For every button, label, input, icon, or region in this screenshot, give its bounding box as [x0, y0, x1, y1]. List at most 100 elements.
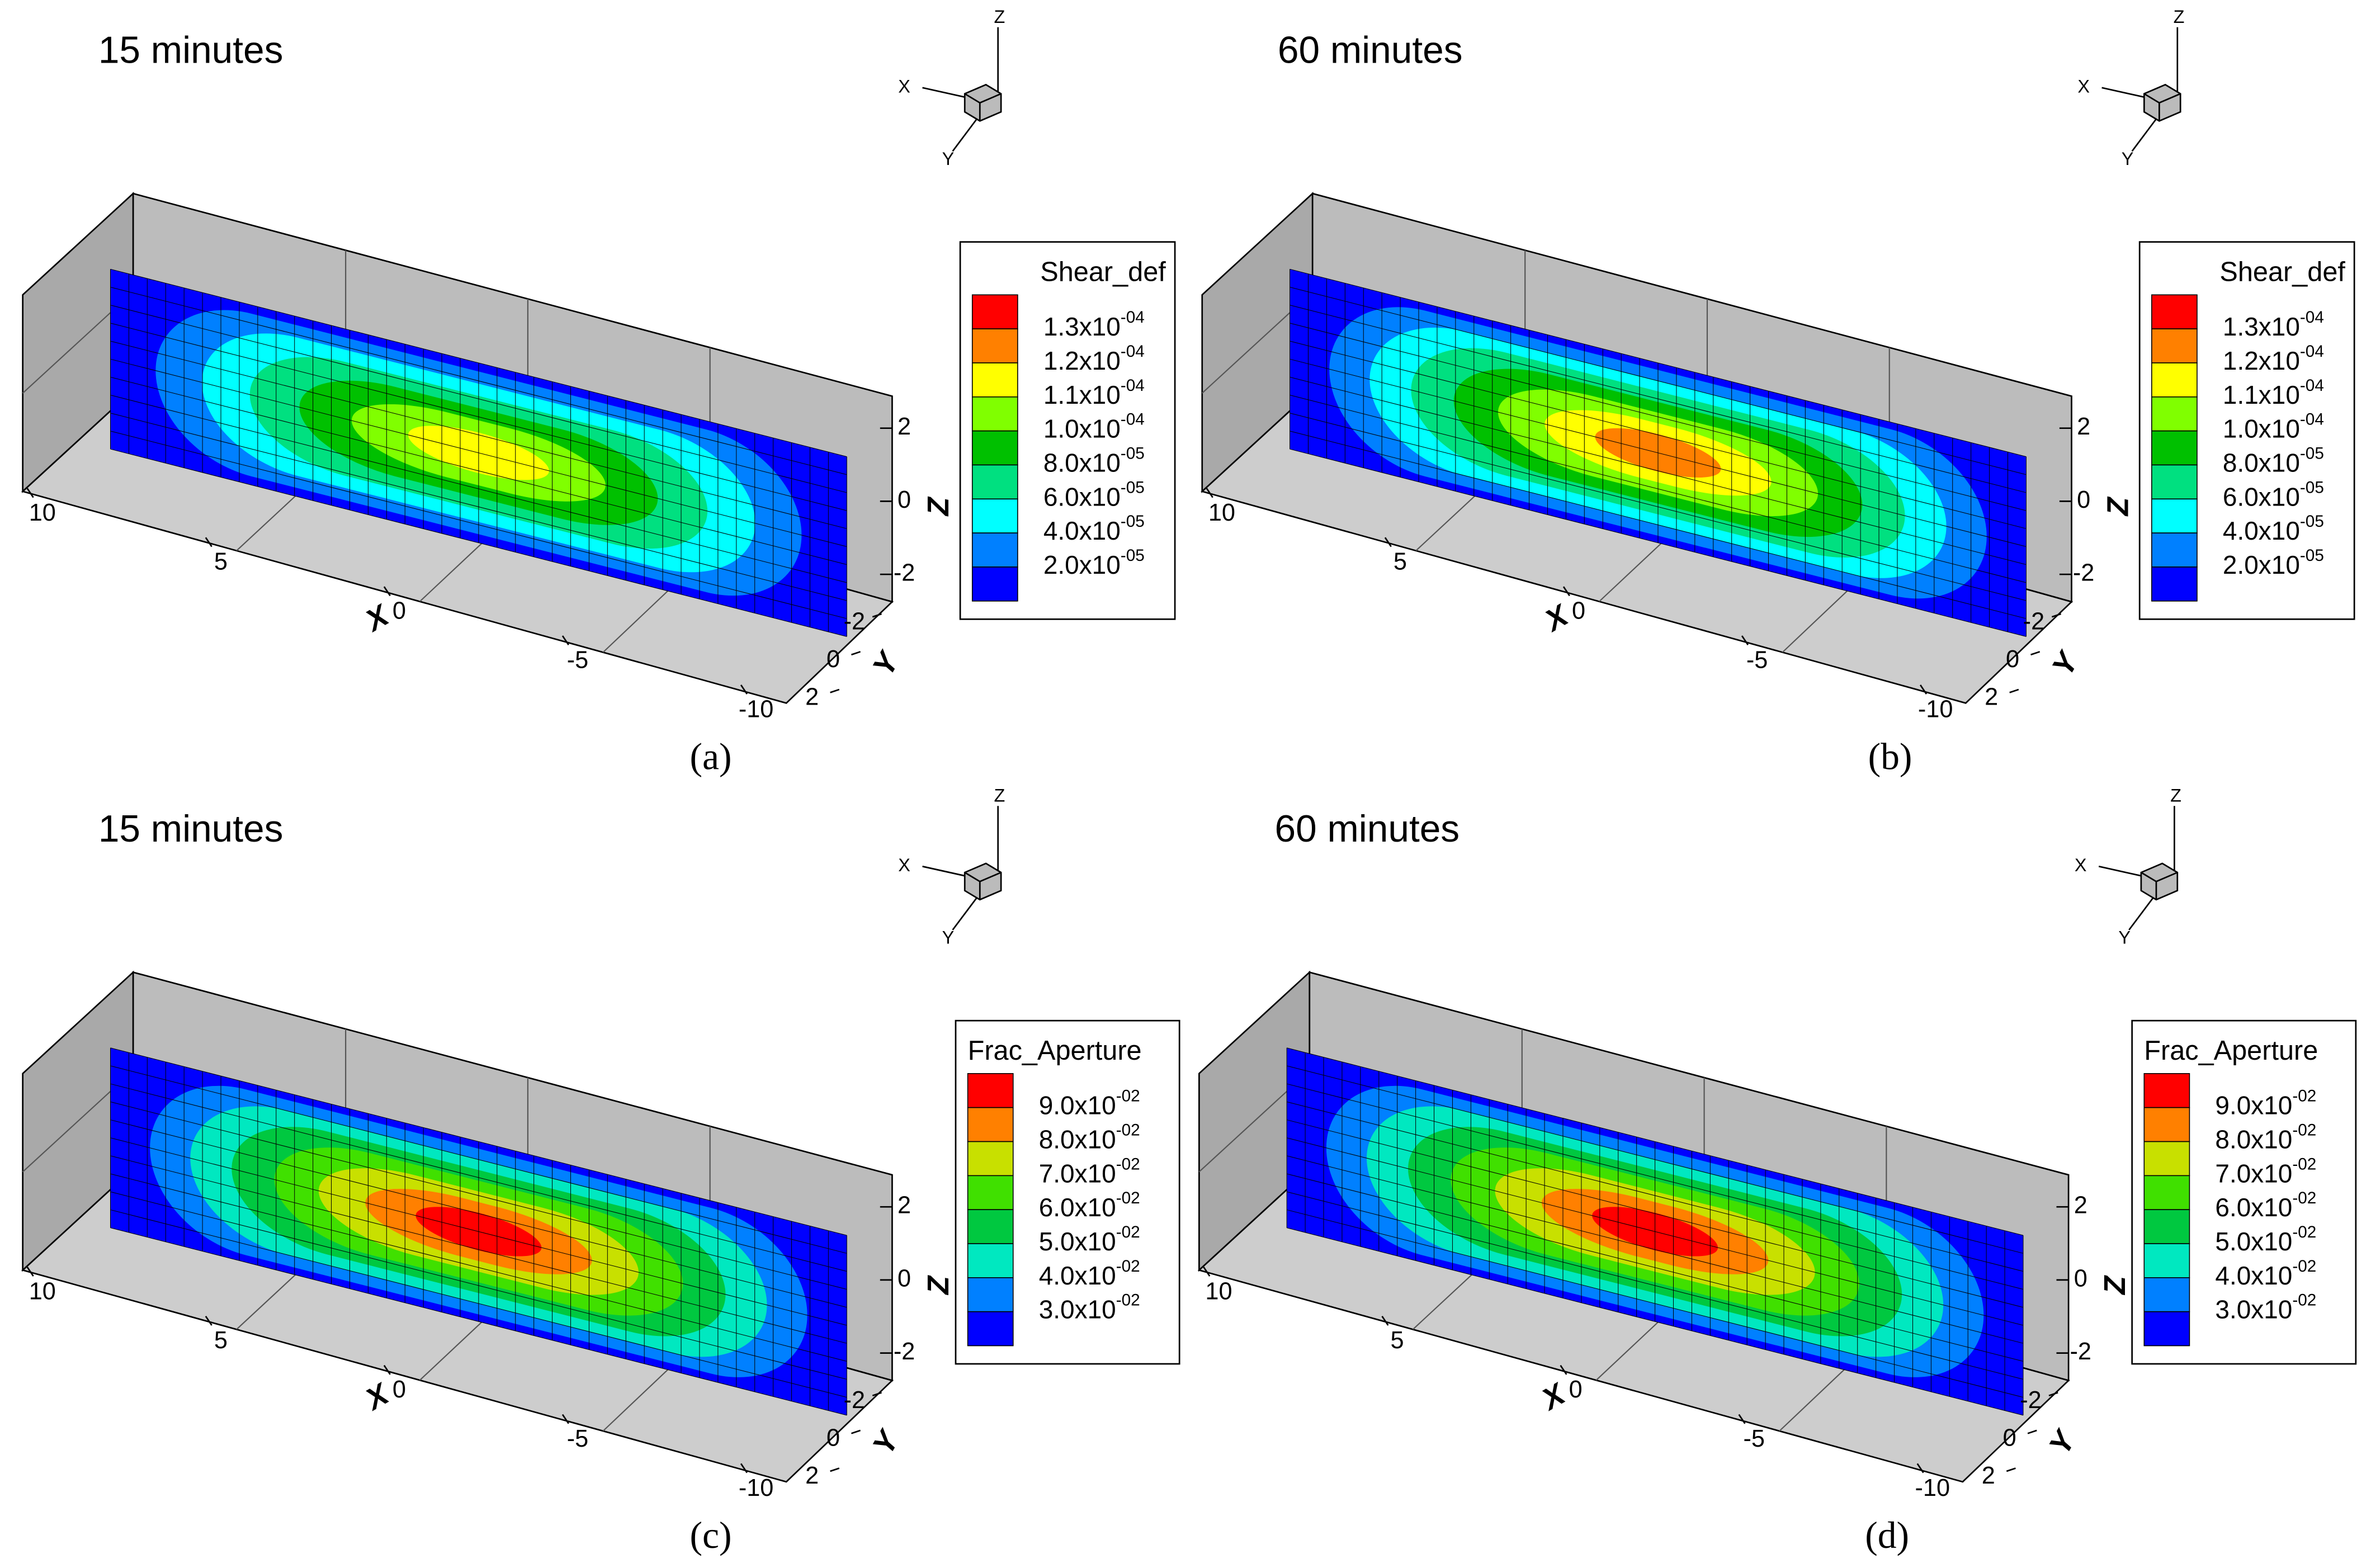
mesh-line	[110, 269, 847, 456]
legend-swatch	[971, 532, 1018, 568]
legend-label: 4.0x10-02	[2215, 1257, 2316, 1290]
triad-cube	[2143, 83, 2181, 122]
y-tick-label: 0	[826, 646, 840, 673]
triad-label: Z	[994, 7, 1005, 27]
x-tick	[1560, 1364, 1567, 1375]
legend-swatch	[971, 294, 1018, 329]
x-tick-label: -5	[567, 1425, 588, 1452]
z-tick-label: -2	[2073, 559, 2094, 586]
mesh-line	[1290, 359, 2027, 546]
fracture-plane	[110, 269, 847, 636]
legend-label: 4.0x10-02	[1039, 1257, 1140, 1290]
x-tick	[205, 1316, 212, 1326]
z-axis-label: Z	[2101, 496, 2134, 517]
legend-exponent: -02	[2292, 1189, 2316, 1207]
mesh-line	[110, 1048, 847, 1235]
legend-exponent: -05	[2300, 546, 2324, 565]
legend-exponent: -04	[2300, 342, 2324, 361]
panel-caption: (b)	[1868, 736, 1912, 778]
x-tick	[26, 488, 34, 498]
triad-label: Y	[2118, 928, 2131, 948]
x-tick	[383, 586, 391, 597]
legend-mantissa: 7.0x10	[2215, 1159, 2292, 1188]
legend-swatch	[971, 362, 1018, 398]
legend-label: 2.0x10-05	[2223, 546, 2324, 579]
x-tick	[740, 684, 748, 695]
x-tick	[1203, 1267, 1211, 1277]
legend-swatch	[2151, 294, 2198, 329]
triad-label: X	[2077, 76, 2090, 96]
mesh-line	[1287, 1048, 2023, 1235]
x-tick	[561, 635, 569, 645]
legend-exponent: -05	[1121, 546, 1145, 565]
legend-swatch	[967, 1073, 1014, 1108]
legend-mantissa: 1.1x10	[1043, 380, 1121, 409]
legend-exponent: -02	[2292, 1291, 2316, 1310]
mesh-line	[110, 341, 847, 528]
triad-label: Y	[942, 928, 955, 948]
legend-mantissa: 5.0x10	[1039, 1227, 1116, 1256]
legend-mantissa: 8.0x10	[2215, 1125, 2292, 1154]
legend-swatch	[2143, 1209, 2190, 1244]
triad-label: X	[898, 855, 910, 875]
legend-mantissa: 9.0x10	[2215, 1091, 2292, 1120]
z-tick-label: 0	[2074, 1265, 2087, 1292]
x-axis-label: X	[1535, 1376, 1572, 1417]
legend-mantissa: 1.0x10	[2223, 414, 2300, 443]
legend-swatch	[2151, 362, 2198, 398]
legend-label: 6.0x10-05	[2223, 478, 2324, 511]
legend-exponent: -02	[1116, 1121, 1140, 1139]
panel-title: 60 minutes	[1275, 808, 1460, 850]
z-axis-label: Z	[922, 496, 955, 517]
legend-title: Frac_Aperture	[2144, 1036, 2318, 1066]
y-tick	[2048, 1392, 2058, 1397]
mesh-line	[110, 1174, 847, 1361]
legend-label: 9.0x10-02	[1039, 1087, 1140, 1120]
panel-caption: (a)	[689, 736, 731, 778]
legend-label: 3.0x10-02	[1039, 1291, 1140, 1324]
legend-swatch	[971, 396, 1018, 432]
z-tick-label: 0	[2077, 487, 2090, 513]
x-tick-label: 5	[1391, 1327, 1404, 1354]
x-tick-label: 10	[29, 1278, 56, 1305]
mesh-line	[110, 1192, 847, 1379]
x-tick	[1919, 684, 1928, 695]
x-tick	[383, 1364, 391, 1375]
x-tick	[26, 1267, 34, 1277]
y-tick-label: 2	[1982, 1462, 1995, 1489]
x-tick-label: -10	[1918, 696, 1953, 722]
z-tick-label: 2	[2077, 413, 2090, 440]
mesh-line	[110, 359, 847, 546]
legend-exponent: -02	[2292, 1257, 2316, 1276]
legend-swatch	[2143, 1311, 2190, 1347]
triad-cube	[963, 83, 1002, 122]
triad-cube	[963, 862, 1002, 901]
mesh-line	[1290, 449, 2027, 636]
legend-label: 9.0x10-02	[2215, 1087, 2316, 1120]
mesh-line	[110, 1210, 847, 1397]
legend-exponent: -05	[1121, 444, 1145, 462]
y-tick-label: 2	[1985, 684, 1998, 711]
triad-axis	[952, 114, 981, 152]
triad-label: Z	[2174, 7, 2185, 27]
mesh-line	[110, 1102, 847, 1289]
mesh-line	[1287, 1192, 2023, 1379]
mesh-line	[110, 1228, 847, 1415]
legend-exponent: -05	[1121, 512, 1145, 531]
triad-label: Y	[2122, 149, 2134, 169]
mesh-line	[1287, 1174, 2023, 1361]
z-tick-label: 2	[898, 1192, 911, 1219]
x-tick	[740, 1463, 748, 1473]
mesh-line	[110, 413, 847, 601]
legend-exponent: -02	[2292, 1223, 2316, 1241]
legend-label: 8.0x10-05	[2223, 444, 2324, 477]
legend-swatch	[2151, 464, 2198, 500]
mesh-line	[1287, 1120, 2023, 1307]
y-tick	[2027, 1429, 2037, 1434]
legend-label: 1.2x10-04	[1043, 342, 1145, 375]
x-tick-label: -5	[567, 646, 588, 673]
mesh-line	[110, 1084, 847, 1271]
legend-mantissa: 8.0x10	[1039, 1125, 1116, 1154]
legend-mantissa: 6.0x10	[2215, 1193, 2292, 1222]
